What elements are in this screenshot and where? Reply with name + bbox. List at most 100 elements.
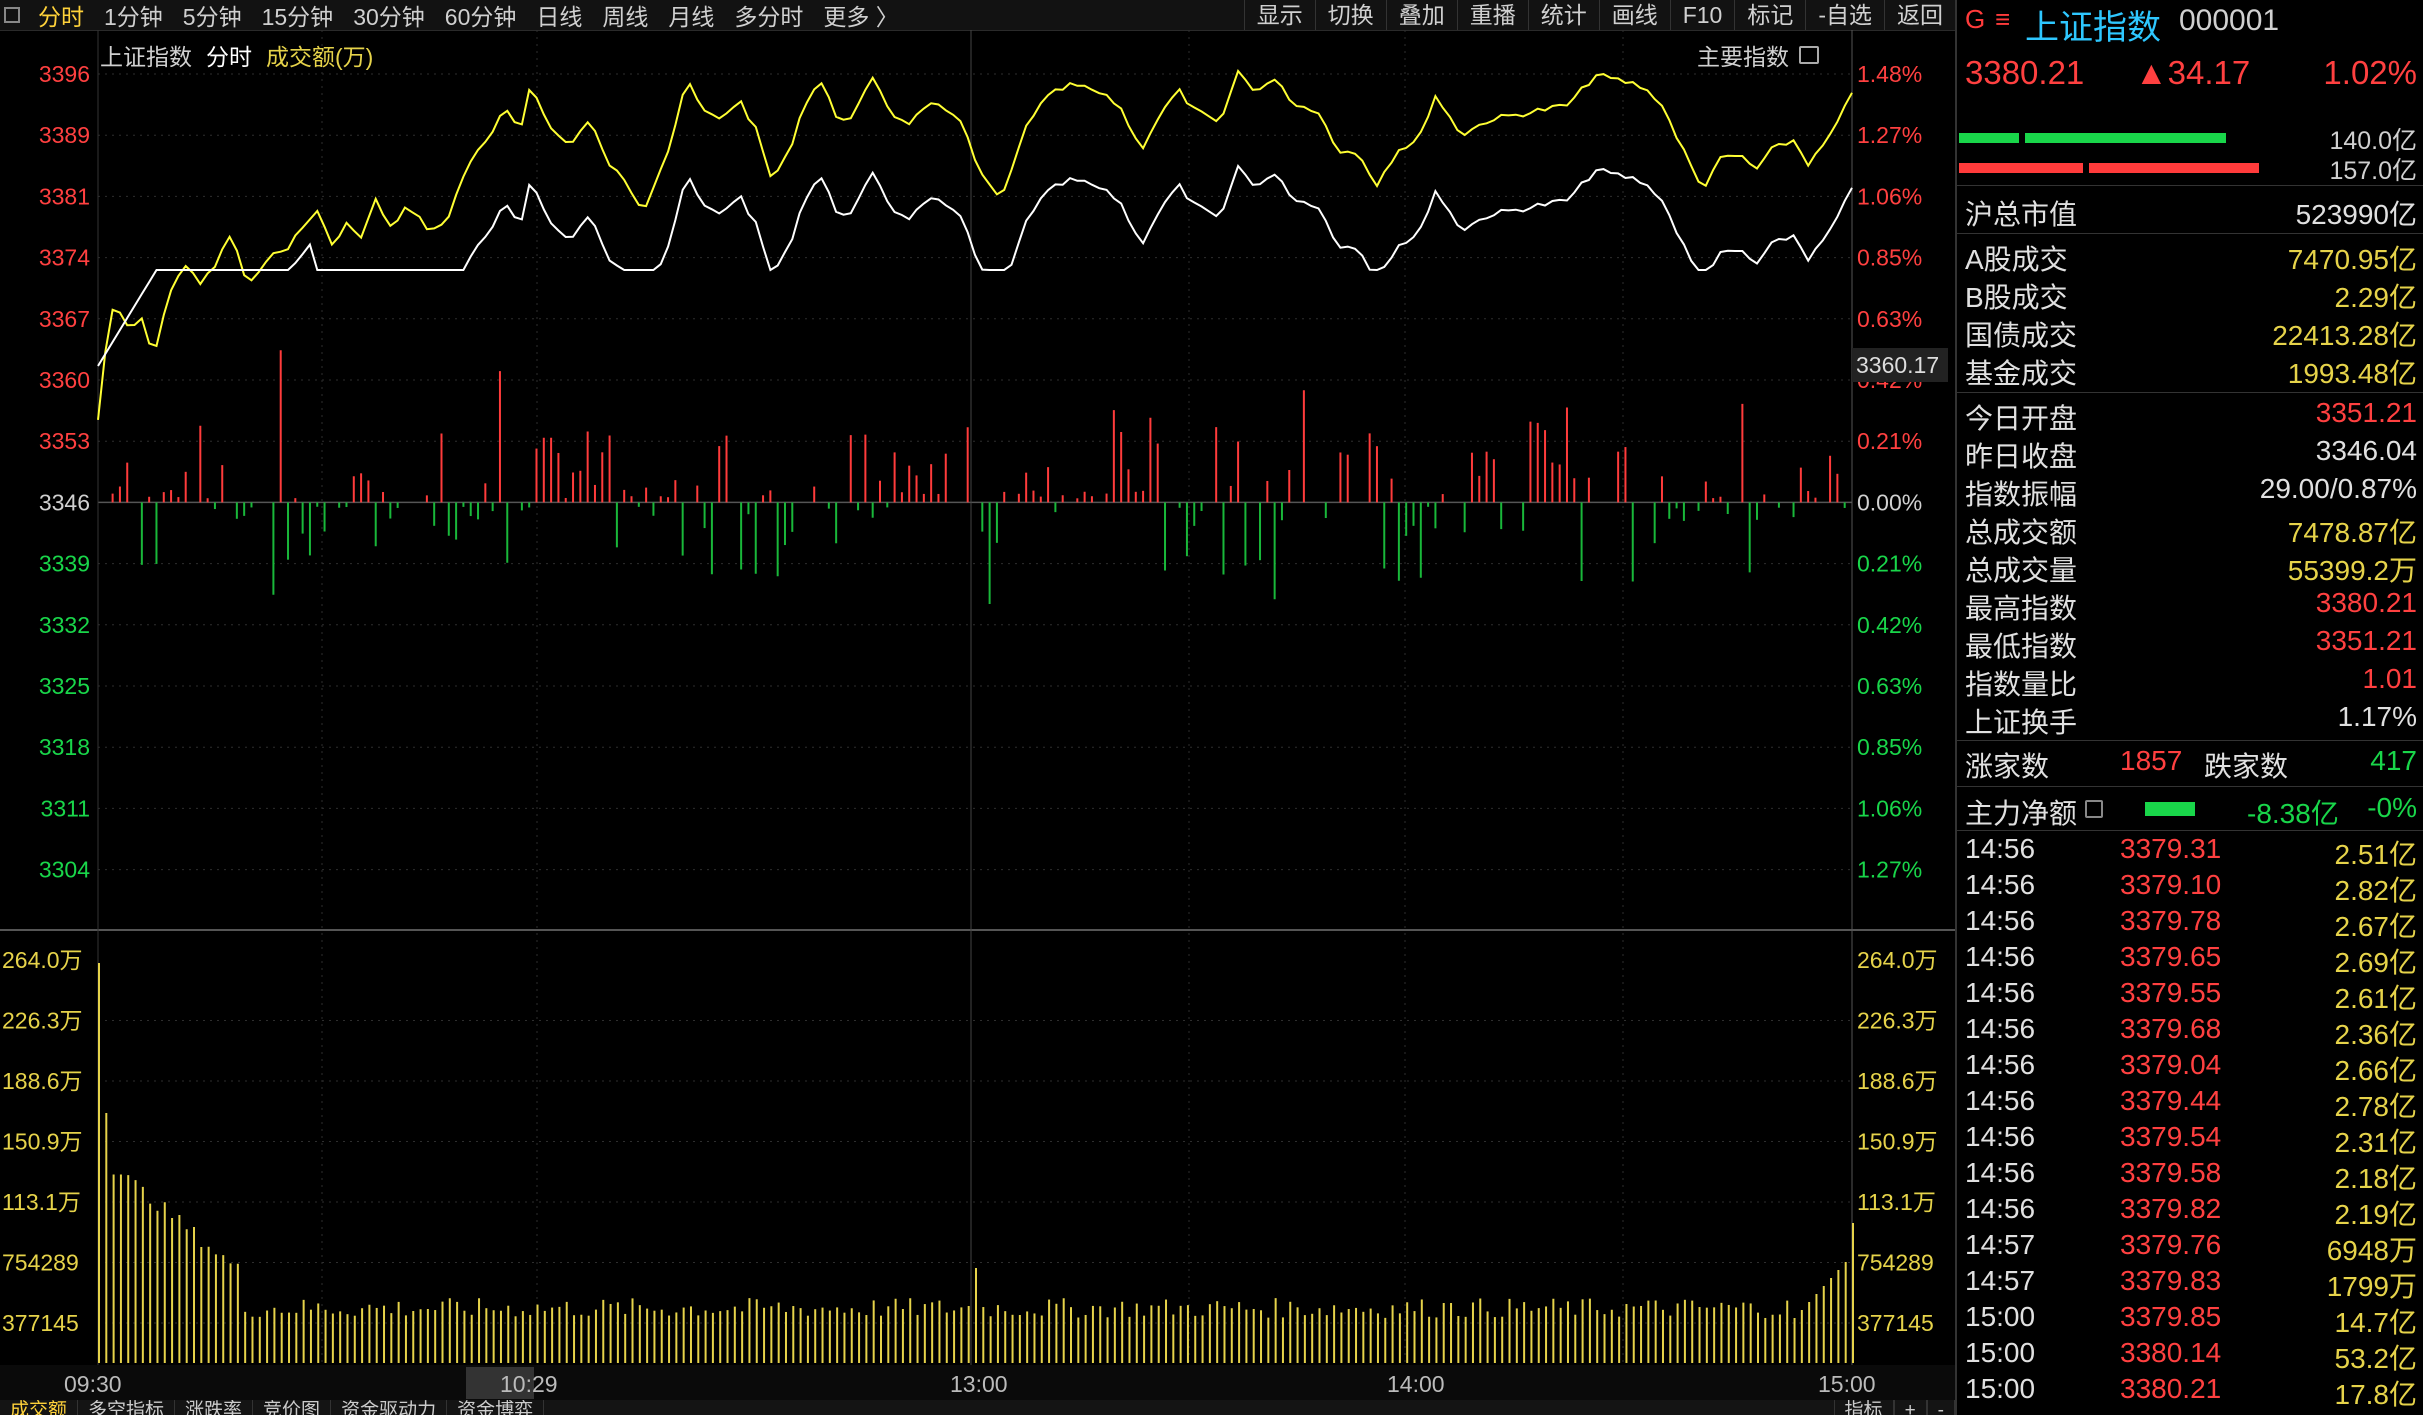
panel-toggle-icon[interactable] — [1799, 46, 1819, 64]
tool-button[interactable]: 标记 — [1734, 0, 1805, 30]
volume-axis-label-right: 377145 — [1857, 1310, 1934, 1336]
stat-label: 基金成交 — [1965, 358, 2078, 389]
indicator-tool-button[interactable]: + — [1893, 1400, 1927, 1415]
stat-row: 国债成交 22413.28亿 — [1957, 314, 2423, 352]
pct-axis-label: 0.21% — [1857, 551, 1922, 577]
stat-row: A股成交 7470.95亿 — [1957, 238, 2423, 276]
volume-axis-label: 188.6万 — [2, 1068, 83, 1094]
tick-price: 3379.54 — [2120, 1121, 2222, 1152]
price-line — [97, 69, 1853, 421]
tick-row: 14:56 3379.82 2.19亿 — [1957, 1193, 2423, 1230]
tool-button[interactable]: 统计 — [1527, 0, 1599, 30]
tick-volume: 2.51亿 — [2334, 839, 2418, 870]
stat-row: 沪总市值 523990亿 — [1957, 193, 2423, 231]
indicator-tool-button[interactable]: - — [1926, 1400, 1955, 1415]
period-tab[interactable]: 多分时 — [734, 4, 804, 30]
tool-button[interactable]: 叠加 — [1385, 0, 1457, 30]
tool-buttons: 显示 切换 叠加 重播 统计 画线 F10 标记 -自选 返回 — [1243, 0, 1955, 30]
period-tab[interactable]: 更多 〉 — [823, 4, 899, 30]
tick-time: 14:56 — [1965, 833, 2036, 864]
average-line — [97, 164, 1853, 367]
menu-icon[interactable]: ≡ — [1995, 4, 2011, 34]
tool-button[interactable]: 返回 — [1884, 0, 1955, 30]
up-count: 1857 — [2120, 745, 2183, 776]
main-indicator-toggle[interactable]: 主要指数 — [1697, 38, 1819, 72]
tick-row: 14:56 3379.44 2.78亿 — [1957, 1085, 2423, 1122]
tick-volume: 2.36亿 — [2334, 1019, 2418, 1050]
price-change: ▲34.17 — [2135, 54, 2251, 91]
stat-label: 昨日收盘 — [1965, 441, 2078, 472]
tool-button[interactable]: -自选 — [1805, 0, 1884, 30]
tool-button[interactable]: 画线 — [1598, 0, 1670, 30]
down-count: 417 — [2370, 745, 2417, 776]
indicator-tab[interactable]: 资金驱动力 — [331, 1400, 448, 1415]
indicator-tab[interactable]: 竞价图 — [253, 1400, 332, 1415]
stat-label: 总成交量 — [1965, 555, 2078, 586]
price-axis-label: 3346 — [39, 489, 90, 515]
indicator-tab[interactable]: 成交额 — [0, 1400, 79, 1415]
sell-volume-bar — [1959, 163, 2259, 173]
volume-axis-label: 264.0万 — [2, 947, 83, 973]
tick-price: 3379.04 — [2120, 1049, 2222, 1080]
price-axis-label: 3353 — [39, 428, 90, 454]
tick-row: 14:56 3379.10 2.82亿 — [1957, 869, 2423, 906]
tick-time: 14:56 — [1965, 905, 2036, 936]
volume-axis-label-right: 754289 — [1857, 1250, 1934, 1276]
tool-button[interactable]: 重播 — [1456, 0, 1528, 30]
period-tab[interactable]: 30分钟 — [353, 4, 425, 30]
period-tab[interactable]: 15分钟 — [261, 4, 334, 30]
tick-volume: 2.19亿 — [2334, 1199, 2418, 1230]
indicator-tab[interactable]: 资金博弈 — [447, 1400, 545, 1415]
tick-price: 3379.83 — [2120, 1265, 2222, 1296]
tick-row: 14:56 3379.54 2.31亿 — [1957, 1121, 2423, 1158]
tick-price: 3379.85 — [2120, 1301, 2222, 1332]
tick-row: 14:57 3379.76 6948万 — [1957, 1229, 2423, 1266]
quote-header: G ≡ 上证指数 000001 — [1957, 0, 2423, 47]
tick-row: 15:00 3380.14 53.2亿 — [1957, 1337, 2423, 1374]
security-name[interactable]: 上证指数 — [2025, 9, 2161, 47]
tick-row: 14:56 3379.78 2.67亿 — [1957, 905, 2423, 942]
time-axis-label: 15:00 — [1818, 1371, 1876, 1397]
list-icon[interactable] — [2085, 800, 2103, 818]
period-tab[interactable]: 月线 — [668, 4, 715, 30]
tool-button[interactable]: F10 — [1669, 0, 1735, 30]
period-tab[interactable]: 分时 — [38, 4, 84, 30]
stat-row: 基金成交 1993.48亿 — [1957, 352, 2423, 390]
price-axis-label: 3374 — [39, 245, 90, 271]
period-tab[interactable]: 1分钟 — [104, 4, 163, 30]
stat-row: 今日开盘 3351.21 — [1957, 397, 2423, 435]
pct-axis-label: 0.21% — [1857, 428, 1922, 454]
net-flow-row: 主力净额 -8.38亿 -0% — [1957, 792, 2423, 830]
stat-label: 指数量比 — [1965, 669, 2078, 700]
intraday-chart[interactable]: 3396 1.48% 3389 1.27% 3381 1.06% 3374 0.85% 3367… — [0, 30, 1955, 1400]
stat-label: 最高指数 — [1965, 593, 2078, 624]
tick-price: 3379.10 — [2120, 869, 2222, 900]
tick-volume: 53.2亿 — [2334, 1343, 2418, 1374]
pct-axis-label: 1.27% — [1857, 122, 1922, 148]
stat-label: 今日开盘 — [1965, 403, 2078, 434]
price-axis-label: 3318 — [39, 734, 90, 760]
tick-row: 14:56 3379.58 2.18亿 — [1957, 1157, 2423, 1194]
period-tab[interactable]: 5分钟 — [182, 4, 242, 30]
tick-price: 3379.68 — [2120, 1013, 2222, 1044]
tool-button[interactable]: 切换 — [1314, 0, 1386, 30]
indicator-tab[interactable]: 涨跌率 — [175, 1400, 254, 1415]
tick-price: 3379.78 — [2120, 905, 2222, 936]
g-icon[interactable]: G — [1965, 4, 1986, 34]
tick-price: 3379.82 — [2120, 1193, 2222, 1224]
tick-row: 14:56 3379.65 2.69亿 — [1957, 941, 2423, 978]
volume-axis-label: 226.3万 — [2, 1008, 83, 1034]
tick-time: 14:56 — [1965, 941, 2036, 972]
period-tab[interactable]: 周线 — [602, 4, 649, 30]
layout-toggle-icon[interactable] — [4, 7, 20, 23]
tool-button[interactable]: 显示 — [1243, 0, 1315, 30]
stat-value: 3380.21 — [2315, 587, 2417, 618]
price-axis-label: 3360 — [39, 367, 90, 393]
period-tab[interactable]: 日线 — [536, 4, 583, 30]
indicator-tab[interactable]: 多空指标 — [78, 1400, 176, 1415]
time-axis-label: 14:00 — [1387, 1371, 1445, 1397]
period-tab[interactable]: 60分钟 — [444, 4, 517, 30]
indicator-tool-button[interactable]: 指标 — [1833, 1400, 1894, 1415]
down-count-label: 跌家数 — [2204, 751, 2289, 782]
price-axis-label: 3389 — [39, 122, 90, 148]
